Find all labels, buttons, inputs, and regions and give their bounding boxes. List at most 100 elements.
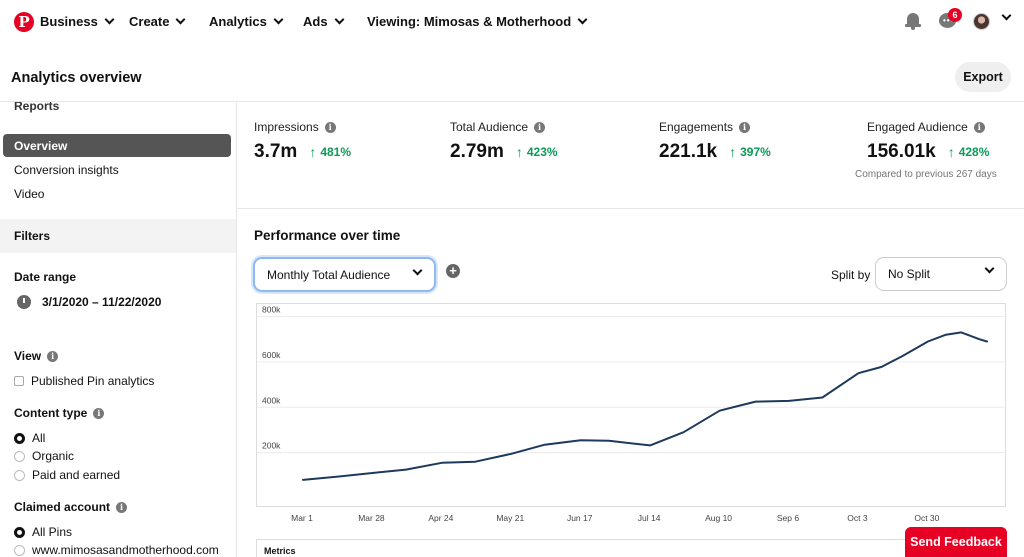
nav-viewing-label: Viewing: Mimosas & Motherhood: [367, 14, 572, 29]
stat-total-audience: Total Audience i 2.79m ↑ 423%: [450, 120, 558, 163]
metric-select-value: Monthly Total Audience: [267, 267, 391, 282]
info-icon[interactable]: i: [93, 407, 105, 419]
content-type-paid-label: Paid and earned: [32, 468, 121, 482]
performance-title: Performance over time: [254, 228, 401, 243]
series-line[interactable]: [302, 331, 988, 481]
nav-analytics[interactable]: Analytics: [209, 14, 284, 29]
info-icon[interactable]: i: [47, 350, 59, 362]
nav-ads[interactable]: Ads: [303, 14, 345, 29]
radio-unselected[interactable]: [14, 544, 25, 556]
content-type-option-paid[interactable]: Paid and earned: [14, 468, 120, 482]
metric-select[interactable]: Monthly Total Audience: [253, 257, 436, 292]
info-icon[interactable]: i: [116, 501, 128, 513]
content-type-organic-label: Organic: [32, 449, 75, 463]
chevron-down-icon: [577, 14, 588, 25]
y-tick-label: 200k: [262, 441, 281, 451]
split-select[interactable]: No Split: [875, 257, 1007, 291]
info-icon[interactable]: i: [739, 121, 751, 133]
view-label: View i: [14, 349, 59, 363]
split-select-value: No Split: [888, 267, 931, 281]
sidebar: Reports Overview Conversion insights Vid…: [0, 102, 237, 557]
x-tick-label: Oct 3: [847, 513, 868, 523]
radio-unselected[interactable]: [14, 450, 25, 462]
chart-svg: 800k 600k 400k 200k: [257, 305, 1007, 481]
nav-create[interactable]: Create: [129, 14, 186, 29]
top-nav: P Business Create Analytics Ads Viewing:…: [0, 0, 1024, 44]
info-icon[interactable]: i: [534, 121, 546, 133]
content-type-option-all[interactable]: All: [14, 431, 45, 445]
bell-icon[interactable]: [905, 12, 921, 30]
stat-change-value: 423%: [526, 145, 558, 159]
radio-selected[interactable]: [14, 432, 25, 444]
arrow-up-icon: ↑: [947, 144, 955, 160]
x-tick-label: Aug 10: [705, 513, 732, 523]
claimed-all-pins-label: All Pins: [32, 525, 73, 539]
metrics-section: Metrics: [256, 539, 1006, 557]
date-range-label: Date range: [14, 270, 77, 284]
x-tick-label: Jul 14: [638, 513, 661, 523]
chevron-down-icon: [412, 265, 423, 276]
stat-change-value: 397%: [740, 145, 771, 159]
nav-analytics-label: Analytics: [209, 14, 267, 29]
stat-change: ↑ 397%: [729, 144, 771, 160]
compare-text: Compared to previous 267 days: [855, 169, 997, 180]
chevron-down-icon: [273, 14, 284, 25]
sidebar-item-overview[interactable]: Overview: [3, 134, 231, 157]
radio-selected[interactable]: [14, 526, 25, 538]
content-type-all-label: All: [32, 431, 46, 445]
date-range-value: 3/1/2020 – 11/22/2020: [42, 295, 162, 309]
clock-icon: [17, 295, 31, 309]
nav-viewing-account[interactable]: Viewing: Mimosas & Motherhood: [367, 14, 588, 29]
stat-engaged-audience: Engaged Audience i 156.01k ↑ 428%: [867, 120, 989, 163]
x-tick-label: Oct 30: [914, 513, 939, 523]
claimed-site-label: www.mimosasandmotherhood.com: [32, 543, 219, 557]
chevron-down-icon: [104, 14, 115, 25]
nav-create-label: Create: [129, 14, 170, 29]
info-icon[interactable]: i: [973, 121, 985, 133]
chevron-down-icon: [176, 14, 186, 25]
nav-business[interactable]: Business: [40, 14, 115, 29]
chevron-down-icon: [334, 14, 345, 25]
claimed-account-label: Claimed account i: [14, 500, 128, 514]
add-metric-icon[interactable]: +: [446, 264, 460, 278]
date-range-picker[interactable]: 3/1/2020 – 11/22/2020: [17, 295, 161, 309]
stat-impressions: Impressions i 3.7m ↑ 481%: [254, 120, 351, 163]
x-tick-label: Mar 28: [358, 513, 385, 523]
content-type-label-text: Content type: [14, 406, 88, 420]
sidebar-item-video[interactable]: Video: [14, 186, 45, 201]
avatar[interactable]: [973, 13, 990, 30]
chevron-down-icon[interactable]: [1001, 10, 1012, 21]
nav-business-label: Business: [40, 14, 98, 29]
x-tick-label: Apr 24: [428, 513, 453, 523]
y-tick-label: 800k: [262, 305, 281, 315]
page-title: Analytics overview: [11, 70, 142, 86]
y-tick-label: 400k: [262, 395, 281, 405]
claimed-account-option-all-pins[interactable]: All Pins: [14, 525, 72, 539]
published-pin-label: Published Pin analytics: [31, 374, 155, 388]
divider: [237, 208, 1024, 209]
x-tick-label: Jun 17: [567, 513, 593, 523]
radio-unselected[interactable]: [14, 469, 25, 481]
stat-change-value: 481%: [320, 145, 352, 159]
performance-chart: 800k 600k 400k 200k: [256, 303, 1007, 507]
published-pin-checkbox[interactable]: [14, 376, 24, 386]
stat-change: ↑ 428%: [948, 144, 990, 160]
info-icon[interactable]: i: [324, 121, 336, 133]
export-button[interactable]: Export: [955, 62, 1011, 92]
x-tick-label: Sep 6: [777, 513, 799, 523]
chevron-down-icon: [984, 263, 995, 274]
send-feedback-button[interactable]: Send Feedback: [905, 527, 1007, 557]
content-type-option-organic[interactable]: Organic: [14, 449, 74, 463]
stat-value: 2.79m: [450, 141, 504, 162]
sidebar-item-conversion-insights[interactable]: Conversion insights: [14, 162, 119, 177]
published-pin-checkbox-row[interactable]: Published Pin analytics: [14, 374, 154, 388]
stat-label: Engaged Audience: [867, 120, 968, 134]
stat-change: ↑ 481%: [309, 144, 351, 160]
stat-label: Total Audience: [450, 120, 529, 134]
arrow-up-icon: ↑: [309, 144, 317, 160]
pinterest-logo-icon[interactable]: P: [14, 12, 34, 32]
y-tick-label: 600k: [262, 350, 281, 360]
nav-ads-label: Ads: [303, 14, 328, 29]
stat-value: 221.1k: [659, 141, 718, 162]
claimed-account-option-site[interactable]: www.mimosasandmotherhood.com: [14, 543, 219, 557]
